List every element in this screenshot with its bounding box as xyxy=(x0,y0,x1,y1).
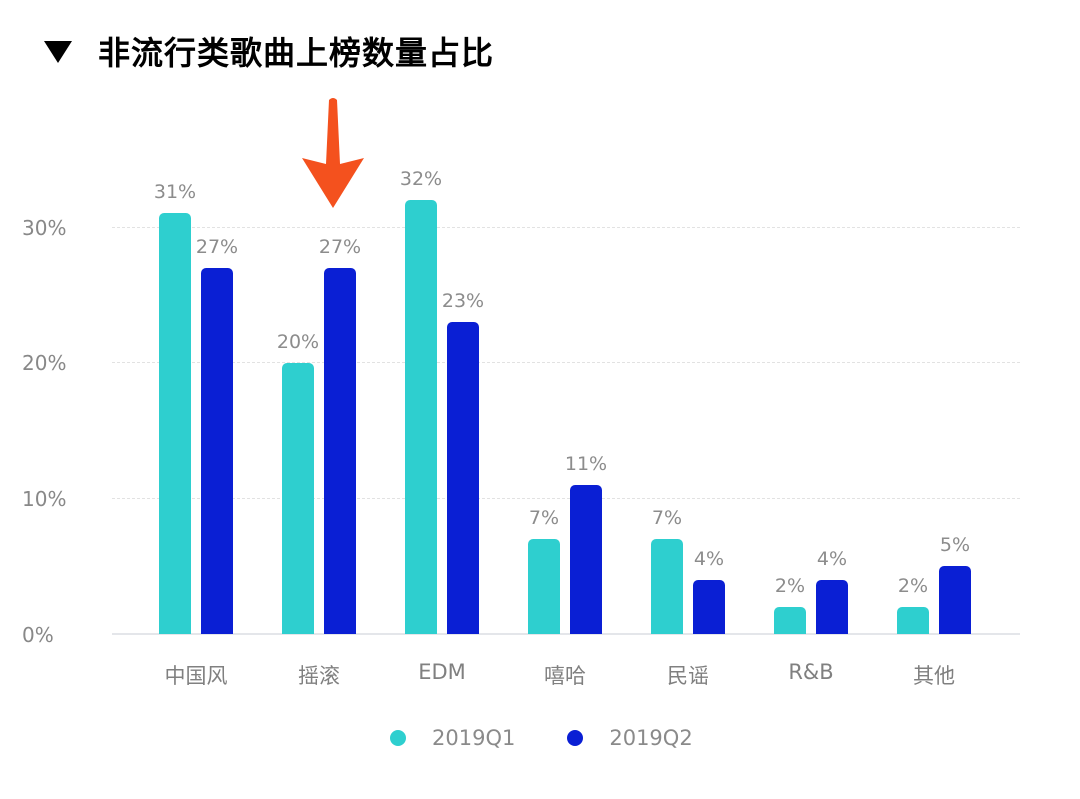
value-label: 7% xyxy=(651,507,683,529)
value-label: 27% xyxy=(195,235,239,258)
value-label: 32% xyxy=(399,167,443,190)
legend-dot-icon xyxy=(390,730,406,746)
chart-legend: 2019Q1 2019Q2 xyxy=(390,726,745,750)
bar-2019q1[interactable] xyxy=(405,199,437,634)
value-label: 27% xyxy=(318,235,362,258)
x-label: 民谣 xyxy=(667,664,709,688)
arrow-down-icon xyxy=(302,98,364,208)
gridline-30 xyxy=(112,227,1020,228)
legend-dot-icon xyxy=(567,730,584,746)
x-label: EDM xyxy=(418,660,466,684)
value-label: 11% xyxy=(564,452,608,475)
value-label: 4% xyxy=(816,547,848,570)
legend-label: 2019Q1 xyxy=(432,726,516,750)
value-label: 2% xyxy=(774,574,806,597)
bar-2019q1[interactable] xyxy=(282,362,314,634)
value-label: 31% xyxy=(153,181,197,204)
chart-title: 非流行类歌曲上榜数量占比 xyxy=(98,34,495,72)
bar-2019q1[interactable] xyxy=(159,213,191,634)
x-label: 摇滚 xyxy=(298,664,340,688)
legend-item-q2[interactable]: 2019Q2 xyxy=(567,726,693,750)
x-axis-baseline xyxy=(112,633,1020,635)
value-label: 4% xyxy=(693,547,725,570)
y-tick-30: 30% xyxy=(22,216,67,240)
chart-header: 非流行类歌曲上榜数量占比 xyxy=(44,26,494,76)
legend-item-q1[interactable]: 2019Q1 xyxy=(390,726,515,750)
value-label: 20% xyxy=(276,330,320,353)
legend-label: 2019Q2 xyxy=(609,726,693,750)
bar-2019q1[interactable] xyxy=(651,539,683,634)
bar-2019q2[interactable] xyxy=(693,579,725,634)
bar-2019q1[interactable] xyxy=(528,539,560,634)
bar-2019q1[interactable] xyxy=(897,606,929,634)
x-label: R&B xyxy=(788,660,834,684)
triangle-down-icon[interactable] xyxy=(44,41,72,63)
y-tick-0: 0% xyxy=(22,623,54,647)
y-tick-20: 20% xyxy=(22,351,67,375)
x-label: 中国风 xyxy=(164,664,228,688)
bar-2019q2[interactable] xyxy=(201,267,233,634)
bar-2019q1[interactable] xyxy=(774,606,806,634)
y-tick-10: 10% xyxy=(22,487,67,511)
gridline-20 xyxy=(112,362,1020,363)
value-label: 23% xyxy=(441,289,485,312)
bar-2019q2[interactable] xyxy=(939,566,971,634)
bar-2019q2[interactable] xyxy=(324,267,356,634)
value-label: 7% xyxy=(528,507,560,529)
bar-2019q2[interactable] xyxy=(816,579,848,634)
value-label: 2% xyxy=(897,574,929,597)
x-label: 其他 xyxy=(913,664,955,688)
x-label: 嘻哈 xyxy=(544,664,586,688)
value-label: 5% xyxy=(939,534,971,557)
bar-2019q2[interactable] xyxy=(447,321,479,634)
bar-2019q2[interactable] xyxy=(570,484,602,634)
gridline-10 xyxy=(112,498,1020,499)
